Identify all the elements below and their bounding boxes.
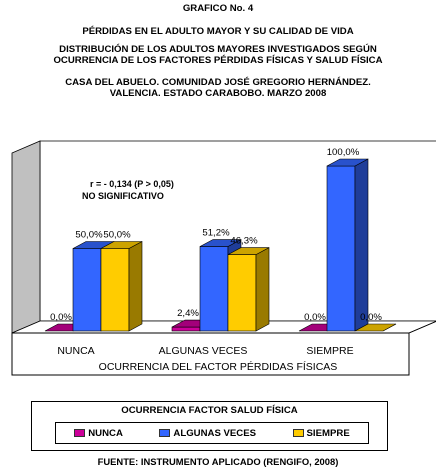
legend-item-siempre: SIEMPRE: [292, 427, 350, 439]
legend: OCURRENCIA FACTOR SALUD FÍSICA NUNCA ALG…: [31, 401, 388, 451]
legend-label: NUNCA: [88, 427, 123, 439]
bar-siempre-siempre: [354, 323, 397, 332]
category-label: SIEMPRE: [306, 345, 353, 357]
data-label: 100,0%: [327, 147, 360, 158]
legend-swatch-magenta: [74, 429, 86, 437]
bar-top: [199, 239, 242, 247]
chart-title: PÉRDIDAS EN EL ADULTO MAYOR Y SU CALIDAD…: [82, 26, 354, 37]
data-label: 51,2%: [202, 228, 230, 239]
bar-side: [354, 158, 369, 332]
bar-side: [255, 247, 270, 332]
floor-edge: [408, 320, 436, 334]
legend-item-algunas-veces: ALGUNAS VECES: [159, 428, 256, 439]
chart-subtitle-line-2: OCURRENCIA DE LOS FACTORES PÉRDIDAS FÍSI…: [53, 55, 383, 66]
legend-item-nunca: NUNCA: [74, 428, 123, 439]
chart-side-wall: [11, 140, 41, 334]
graph-number: GRAFICO No. 4: [182, 3, 254, 14]
legend-swatch-blue: [159, 429, 171, 437]
category-label: ALGUNAS VECES: [159, 345, 248, 357]
chart-place-line-1: CASA DEL ABUELO. COMUNIDAD JOSÉ GREGORIO…: [65, 77, 371, 88]
data-label: 0,0%: [360, 312, 382, 323]
category-axis-box: [11, 332, 410, 376]
data-label: 0,0%: [304, 312, 326, 323]
chart-subtitle-line-1: DISTRIBUCIÓN DE LOS ADULTOS MAYORES INVE…: [59, 44, 377, 55]
bar-front: [72, 248, 102, 332]
data-label: 0,0%: [50, 312, 72, 323]
legend-items: NUNCA ALGUNAS VECES SIEMPRE: [55, 422, 369, 444]
bar-top: [227, 247, 270, 255]
bar-front: [199, 246, 229, 332]
chart-place-line-2: VALENCIA. ESTADO CARABOBO. MARZO 2008: [109, 88, 327, 99]
category-label: NUNCA: [57, 345, 94, 357]
bar-siempre-nunca: [100, 240, 143, 332]
legend-title: OCURRENCIA FACTOR SALUD FÍSICA: [121, 405, 298, 416]
legend-swatch-yellow: [292, 429, 304, 437]
bar-front: [326, 165, 356, 332]
bar-algunas-veces-siempre: [326, 158, 369, 332]
significance-annotation: NO SIGNIFICATIVO: [82, 191, 164, 201]
bar-side: [128, 240, 143, 332]
bar-front: [100, 248, 130, 332]
bar-top: [326, 158, 369, 167]
bar-front: [171, 326, 201, 332]
bar-front: [227, 254, 257, 332]
bar-top: [100, 241, 143, 249]
data-label: 50,0%: [75, 230, 103, 241]
legend-label: SIEMPRE: [306, 427, 350, 439]
data-label: 50,0%: [103, 230, 131, 241]
source-note: FUENTE: INSTRUMENTO APLICADO (RENGIFO, 2…: [97, 456, 339, 467]
bar-chart: 0,0% 50,0% 50,0% 2,4% 51,2%46,3% 0,0% 100,0% 0,…: [11, 140, 436, 376]
correlation-annotation: r = - 0,134 (P > 0,05): [90, 179, 174, 189]
legend-label: ALGUNAS VECES: [173, 427, 257, 439]
data-label: 2,4%: [177, 308, 199, 319]
bar-top: [354, 323, 397, 332]
data-label: 46,3%: [230, 236, 258, 247]
bar-siempre-algunas-veces: [227, 247, 270, 332]
x-axis-label: OCURRENCIA DEL FACTOR PÉRDIDAS FÍSICAS: [99, 360, 338, 373]
